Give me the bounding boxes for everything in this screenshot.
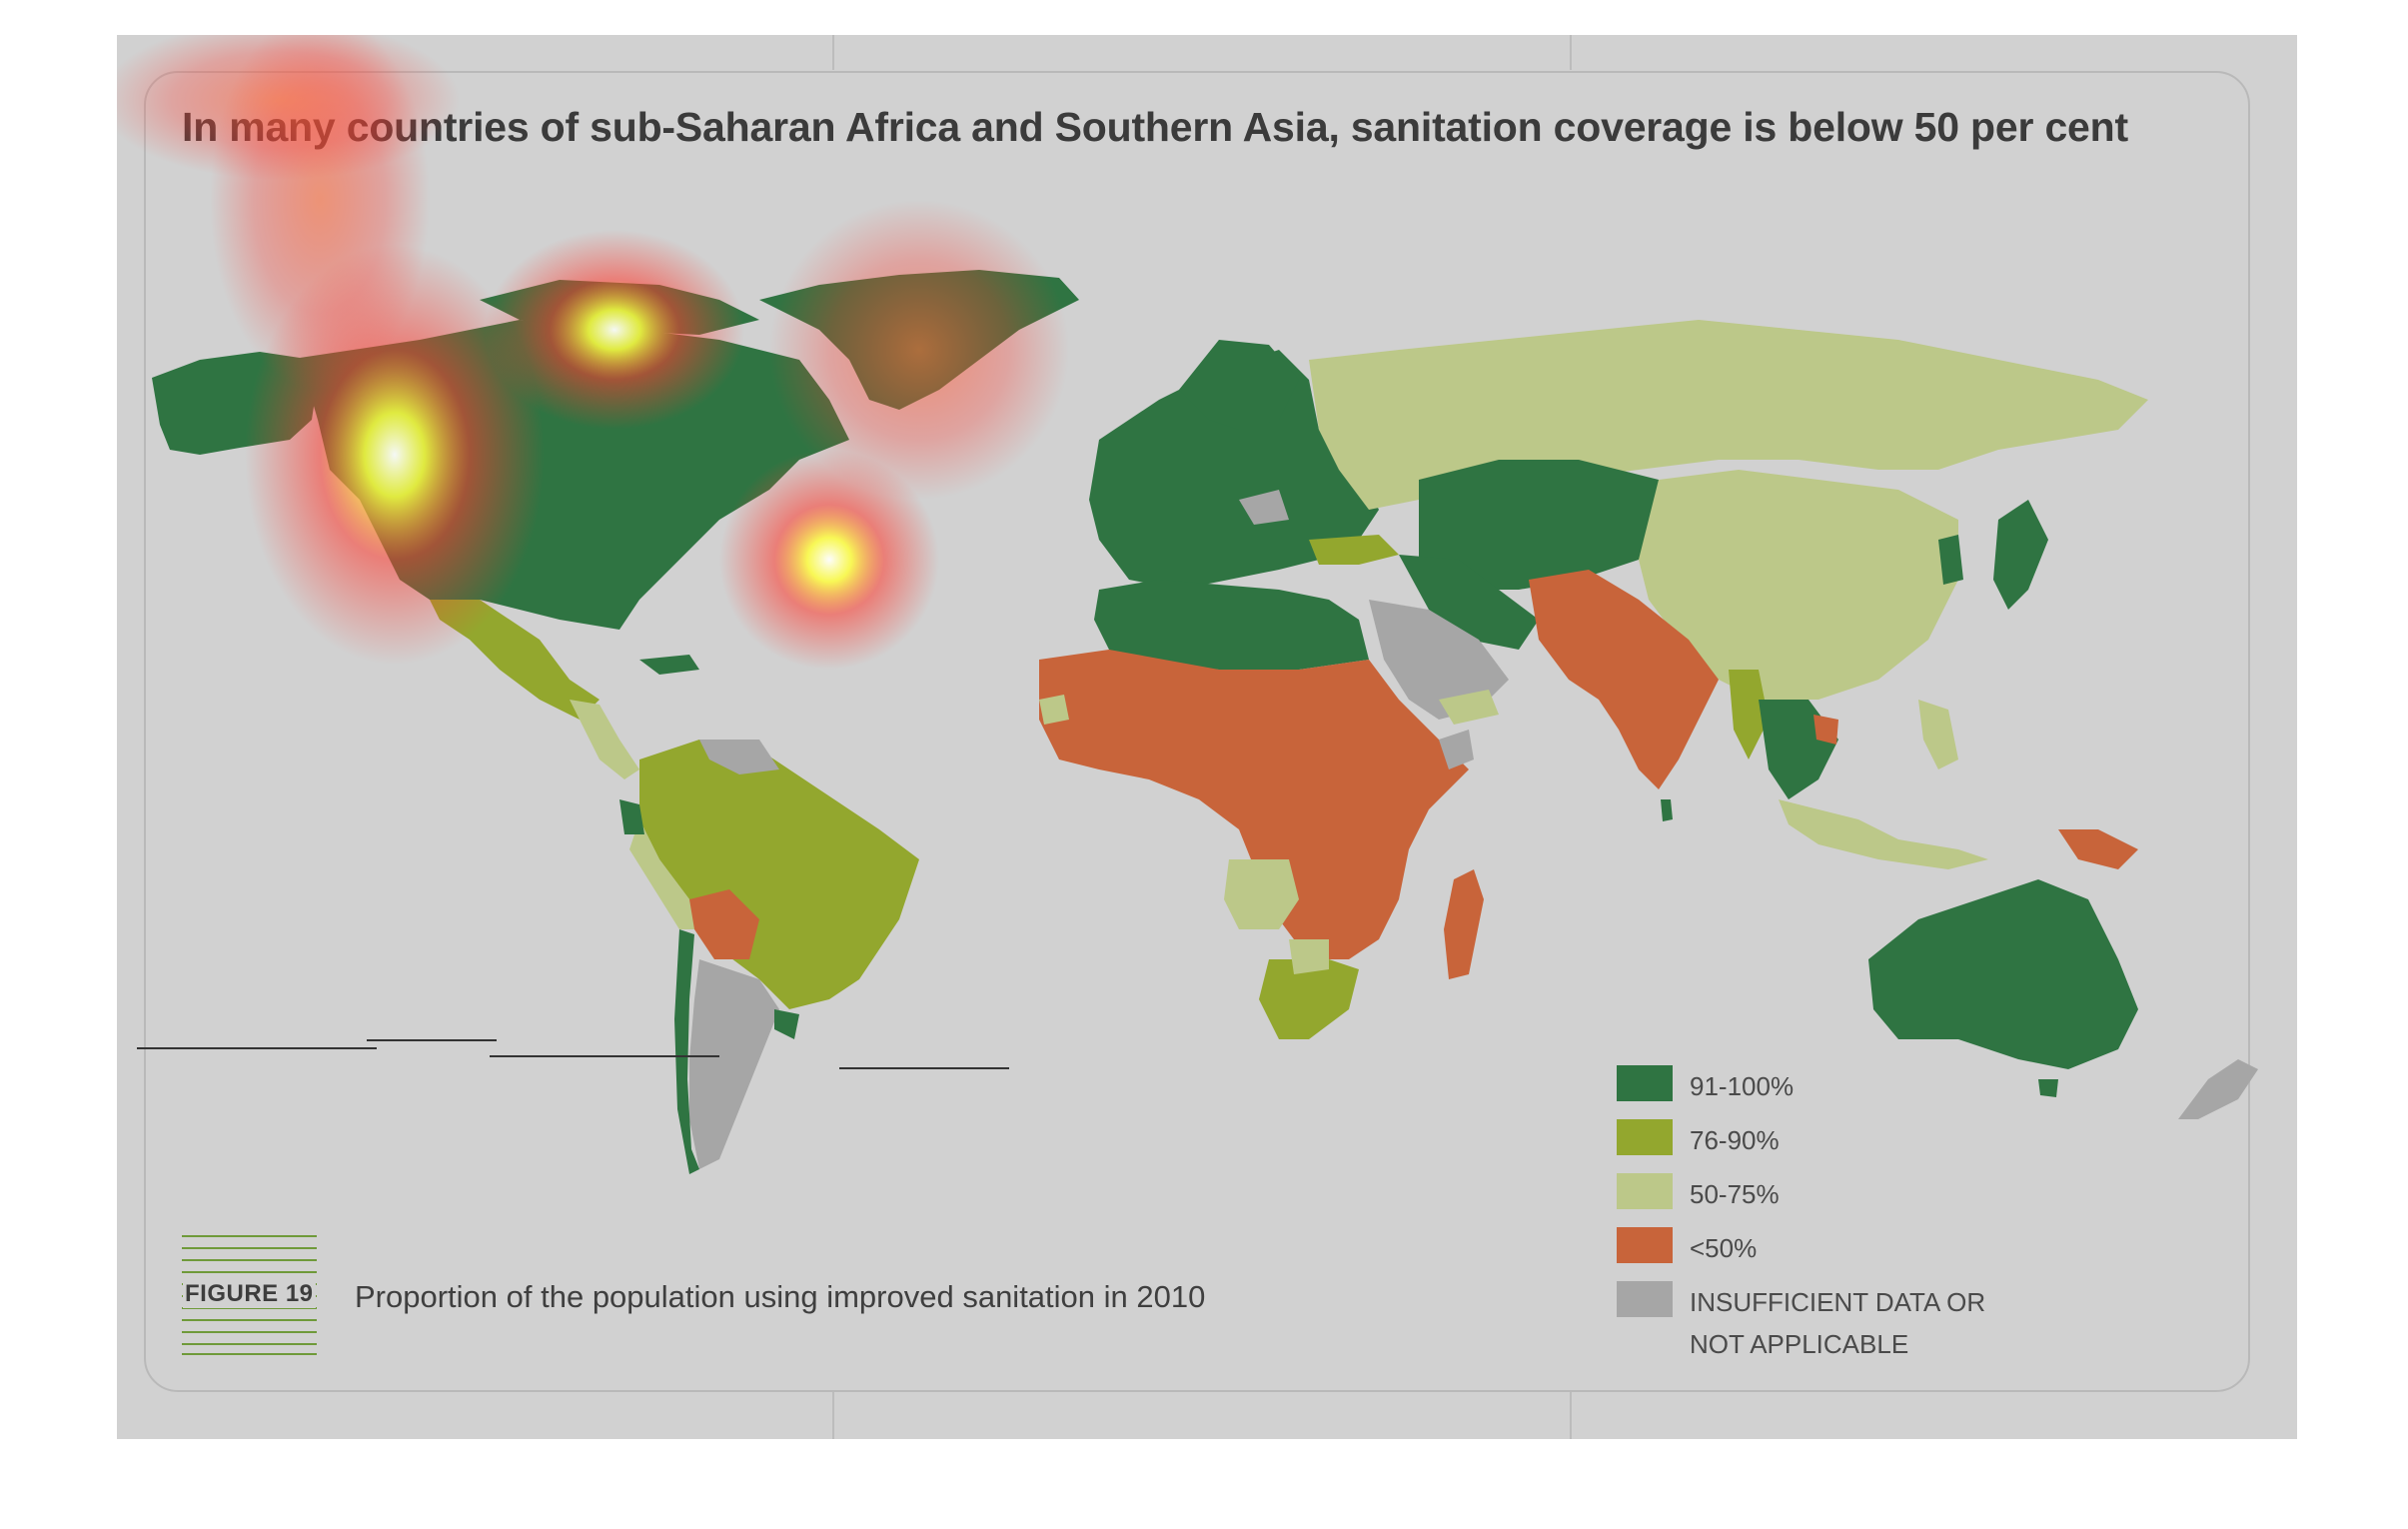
region-korea: [1938, 535, 1963, 585]
legend-label: 76-90%: [1690, 1125, 1780, 1155]
region-guianas: [699, 740, 779, 774]
legend-swatch-76-90: [1617, 1119, 1673, 1155]
stray-line: [490, 1055, 719, 1057]
region-andes: [629, 819, 699, 929]
page-fold-line: [1570, 35, 1572, 70]
region-argentina: [689, 959, 779, 1169]
region-central-asia: [1419, 460, 1679, 590]
region-philippines: [1918, 700, 1958, 769]
region-somalia: [1439, 730, 1474, 769]
region-new-zealand: [2178, 1059, 2258, 1119]
region-china: [1639, 470, 1958, 700]
region-west-africa-coast: [1039, 695, 1069, 725]
region-angola-zambia: [1224, 859, 1299, 929]
legend-label: <50%: [1690, 1233, 1758, 1263]
legend-swatch-below-50: [1617, 1227, 1673, 1263]
region-sub-saharan-africa: [1039, 650, 1469, 959]
region-bolivia: [689, 889, 759, 959]
region-central-america: [570, 700, 639, 779]
legend-swatch-91-100: [1617, 1065, 1673, 1101]
region-uruguay: [774, 1009, 799, 1039]
map-title: In many countries of sub-Saharan Africa …: [182, 104, 2128, 150]
region-indonesia: [1779, 799, 1988, 869]
stray-line: [137, 1047, 377, 1049]
region-australia: [1868, 879, 2138, 1069]
region-southeast-asia: [1759, 700, 1838, 799]
region-scandinavia: [1179, 340, 1299, 430]
region-chile: [674, 929, 699, 1174]
legend-label: 50-75%: [1690, 1179, 1780, 1209]
stray-line: [367, 1039, 497, 1041]
region-tasmania: [2038, 1079, 2058, 1097]
region-sri-lanka: [1661, 799, 1673, 821]
region-japan: [1993, 500, 2048, 610]
region-north-america: [300, 320, 849, 630]
world-map: [152, 270, 2258, 1174]
figure-number: FIGURE 19: [183, 1280, 316, 1308]
region-madagascar: [1444, 869, 1484, 979]
region-south-america: [639, 740, 919, 1009]
region-turkey: [1309, 535, 1399, 565]
page-fold-line: [1570, 1392, 1572, 1439]
figure-caption: Proportion of the population using impro…: [355, 1279, 1206, 1314]
region-ecuador: [619, 799, 644, 834]
legend-swatch-no-data: [1617, 1281, 1673, 1317]
legend-swatch-50-75: [1617, 1173, 1673, 1209]
legend-label: INSUFFICIENT DATA OR: [1690, 1287, 1986, 1317]
region-papua-new-guinea: [2058, 829, 2138, 869]
region-balkans-nodata: [1239, 490, 1289, 525]
region-southern-africa: [1259, 959, 1359, 1039]
page-fold-line: [832, 1392, 834, 1439]
region-arabian-peninsula: [1369, 600, 1509, 720]
region-alaska: [152, 352, 318, 455]
legend-label-line2: NOT APPLICABLE: [1690, 1329, 1909, 1359]
legend-label: 91-100%: [1690, 1071, 1795, 1101]
region-southern-asia: [1529, 570, 1719, 789]
region-europe: [1089, 350, 1379, 590]
region-yemen: [1439, 690, 1499, 725]
stray-line: [839, 1067, 1009, 1069]
region-middle-east: [1399, 555, 1539, 650]
region-caribbean: [639, 655, 699, 675]
page-fold-line: [832, 35, 834, 70]
region-north-africa: [1094, 580, 1369, 670]
region-myanmar: [1729, 670, 1769, 760]
figure-frame: [144, 71, 2250, 1392]
region-botswana: [1289, 939, 1329, 974]
region-cambodia: [1813, 715, 1838, 745]
